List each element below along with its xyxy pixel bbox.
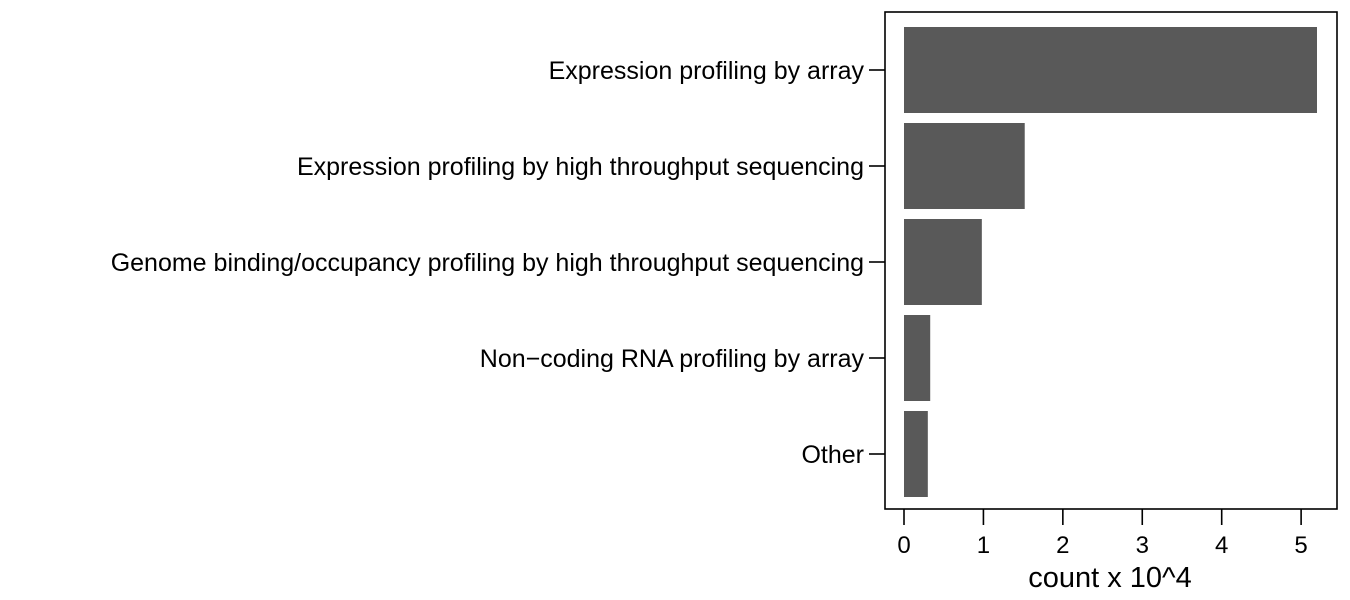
x-tick-label-4: 4 (1215, 532, 1228, 559)
category-label-0: Expression profiling by array (549, 57, 865, 85)
bar-1 (904, 123, 1025, 209)
bar-2 (904, 219, 982, 305)
bar-3 (904, 315, 931, 401)
value-axis: 0 1 2 3 4 5 (897, 509, 1308, 559)
bars-group (904, 27, 1317, 497)
category-label-3: Non−coding RNA profiling by array (480, 345, 865, 373)
x-tick-label-5: 5 (1294, 532, 1307, 559)
category-label-1: Expression profiling by high throughput … (297, 153, 864, 181)
category-label-2: Genome binding/occupancy profiling by hi… (111, 249, 864, 277)
category-label-4: Other (801, 441, 864, 469)
x-tick-label-3: 3 (1136, 532, 1149, 559)
bar-0 (904, 27, 1317, 113)
x-tick-label-2: 2 (1056, 532, 1069, 559)
x-tick-label-0: 0 (897, 532, 910, 559)
bar-4 (904, 411, 928, 497)
category-axis: Expression profiling by array Expression … (111, 57, 885, 469)
x-axis-title: count x 10^4 (1028, 562, 1192, 594)
x-tick-label-1: 1 (977, 532, 990, 559)
